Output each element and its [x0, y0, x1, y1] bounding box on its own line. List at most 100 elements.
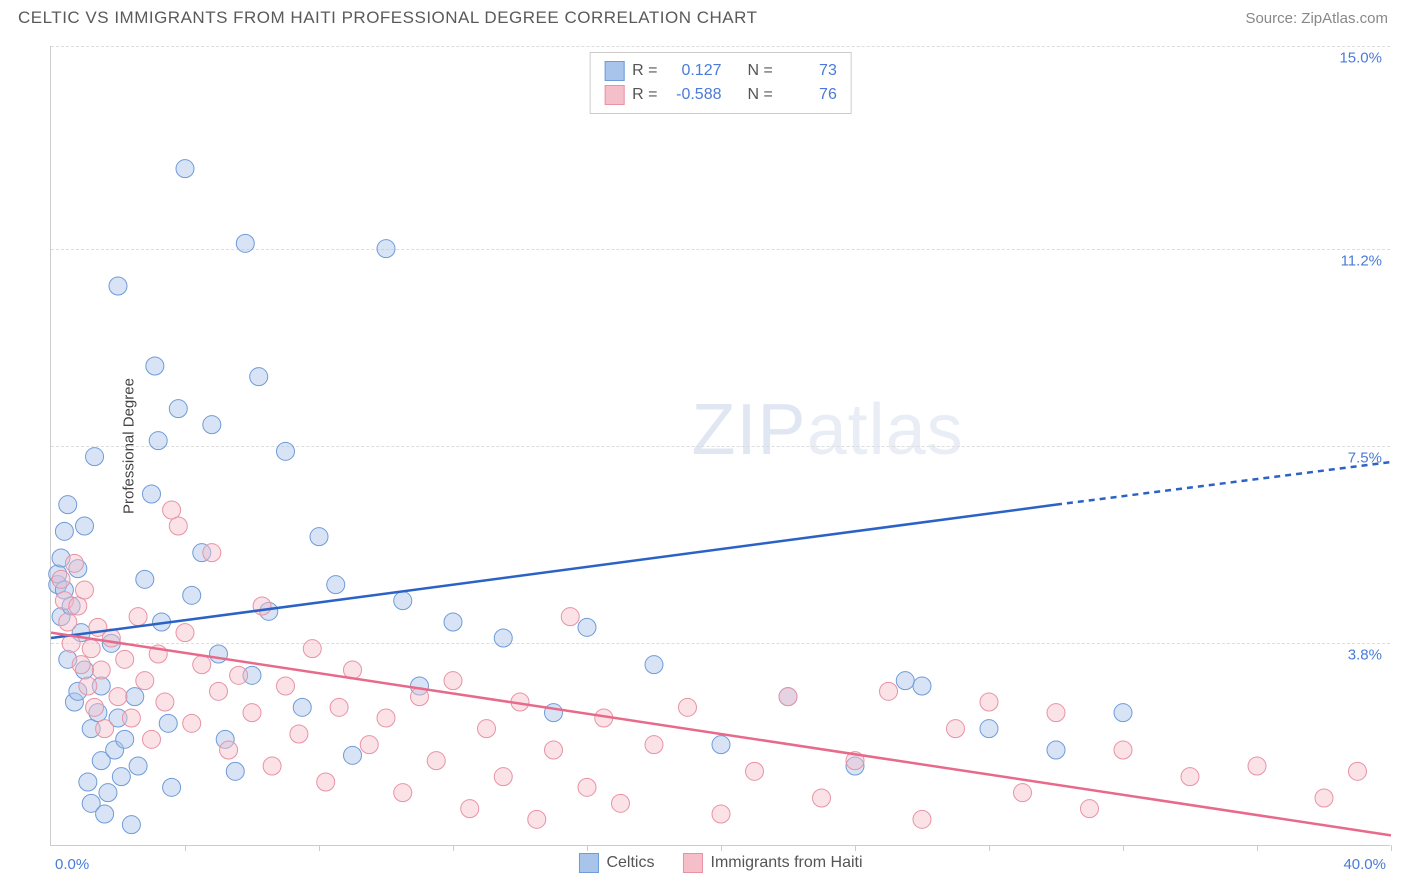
- n-value-series-1: 73: [781, 59, 837, 83]
- scatter-point: [645, 656, 663, 674]
- scatter-point: [444, 672, 462, 690]
- scatter-point: [96, 720, 114, 738]
- scatter-point: [277, 442, 295, 460]
- scatter-point: [183, 586, 201, 604]
- scatter-point: [143, 730, 161, 748]
- series-legend: Celtics Immigrants from Haiti: [578, 853, 862, 873]
- scatter-point: [86, 698, 104, 716]
- scatter-point: [712, 805, 730, 823]
- scatter-point: [116, 650, 134, 668]
- regression-line: [51, 505, 1056, 638]
- scatter-point: [478, 720, 496, 738]
- scatter-point: [69, 597, 87, 615]
- scatter-point: [545, 704, 563, 722]
- x-tick: [989, 845, 990, 851]
- scatter-point: [461, 800, 479, 818]
- scatter-point: [236, 234, 254, 252]
- scatter-point: [377, 709, 395, 727]
- scatter-point: [226, 762, 244, 780]
- scatter-point: [980, 693, 998, 711]
- scatter-point: [72, 656, 90, 674]
- x-tick: [319, 845, 320, 851]
- scatter-point: [250, 368, 268, 386]
- n-label: N =: [748, 59, 773, 83]
- legend-item-series-1: Celtics: [578, 853, 654, 873]
- stats-row-series-2: R = -0.588 N = 76: [604, 83, 837, 107]
- scatter-point: [330, 698, 348, 716]
- scatter-point: [122, 709, 140, 727]
- scatter-point: [203, 544, 221, 562]
- scatter-point: [176, 624, 194, 642]
- scatter-point: [1181, 768, 1199, 786]
- scatter-point: [136, 570, 154, 588]
- scatter-point: [896, 672, 914, 690]
- scatter-point: [210, 682, 228, 700]
- scatter-point: [55, 522, 73, 540]
- scatter-point: [210, 645, 228, 663]
- scatter-point: [880, 682, 898, 700]
- scatter-point: [394, 592, 412, 610]
- scatter-point: [156, 693, 174, 711]
- scatter-point: [528, 810, 546, 828]
- r-label: R =: [632, 59, 657, 83]
- scatter-point: [82, 640, 100, 658]
- scatter-point: [427, 752, 445, 770]
- scatter-point: [746, 762, 764, 780]
- scatter-point: [76, 581, 94, 599]
- scatter-point: [1114, 704, 1132, 722]
- scatter-point: [779, 688, 797, 706]
- scatter-point: [394, 784, 412, 802]
- r-value-series-1: 0.127: [666, 59, 722, 83]
- scatter-point: [444, 613, 462, 631]
- scatter-point: [1047, 741, 1065, 759]
- scatter-point: [813, 789, 831, 807]
- scatter-point: [293, 698, 311, 716]
- scatter-point: [1248, 757, 1266, 775]
- scatter-point: [1349, 762, 1367, 780]
- scatter-point: [193, 656, 211, 674]
- scatter-point: [310, 528, 328, 546]
- x-tick: [855, 845, 856, 851]
- scatter-point: [122, 816, 140, 834]
- scatter-point: [947, 720, 965, 738]
- scatter-point: [183, 714, 201, 732]
- scatter-point: [679, 698, 697, 716]
- r-label: R =: [632, 83, 657, 107]
- scatter-point: [92, 661, 110, 679]
- scatter-point: [1014, 784, 1032, 802]
- scatter-point: [109, 688, 127, 706]
- scatter-point: [230, 666, 248, 684]
- scatter-point: [169, 400, 187, 418]
- r-value-series-2: -0.588: [666, 83, 722, 107]
- scatter-point: [344, 746, 362, 764]
- scatter-point: [327, 576, 345, 594]
- regression-line-dashed: [1056, 462, 1391, 505]
- scatter-point: [163, 501, 181, 519]
- scatter-point: [253, 597, 271, 615]
- n-value-series-2: 76: [781, 83, 837, 107]
- scatter-point: [86, 448, 104, 466]
- x-tick: [721, 845, 722, 851]
- scatter-point: [149, 432, 167, 450]
- x-tick: [185, 845, 186, 851]
- scatter-point: [913, 810, 931, 828]
- scatter-point: [494, 768, 512, 786]
- scatter-point: [317, 773, 335, 791]
- legend-swatch-series-1: [578, 853, 598, 873]
- chart-plot-area: Professional Degree ZIPatlas 3.8%7.5%11.…: [50, 46, 1390, 846]
- scatter-point: [79, 773, 97, 791]
- scatter-point: [129, 757, 147, 775]
- scatter-point: [263, 757, 281, 775]
- swatch-series-1: [604, 61, 624, 81]
- scatter-point: [65, 554, 83, 572]
- scatter-point: [290, 725, 308, 743]
- scatter-point: [96, 805, 114, 823]
- swatch-series-2: [604, 85, 624, 105]
- scatter-point: [578, 618, 596, 636]
- scatter-point: [59, 496, 77, 514]
- scatter-point: [176, 160, 194, 178]
- scatter-point: [712, 736, 730, 754]
- scatter-point: [136, 672, 154, 690]
- chart-title: CELTIC VS IMMIGRANTS FROM HAITI PROFESSI…: [18, 8, 757, 28]
- scatter-point: [129, 608, 147, 626]
